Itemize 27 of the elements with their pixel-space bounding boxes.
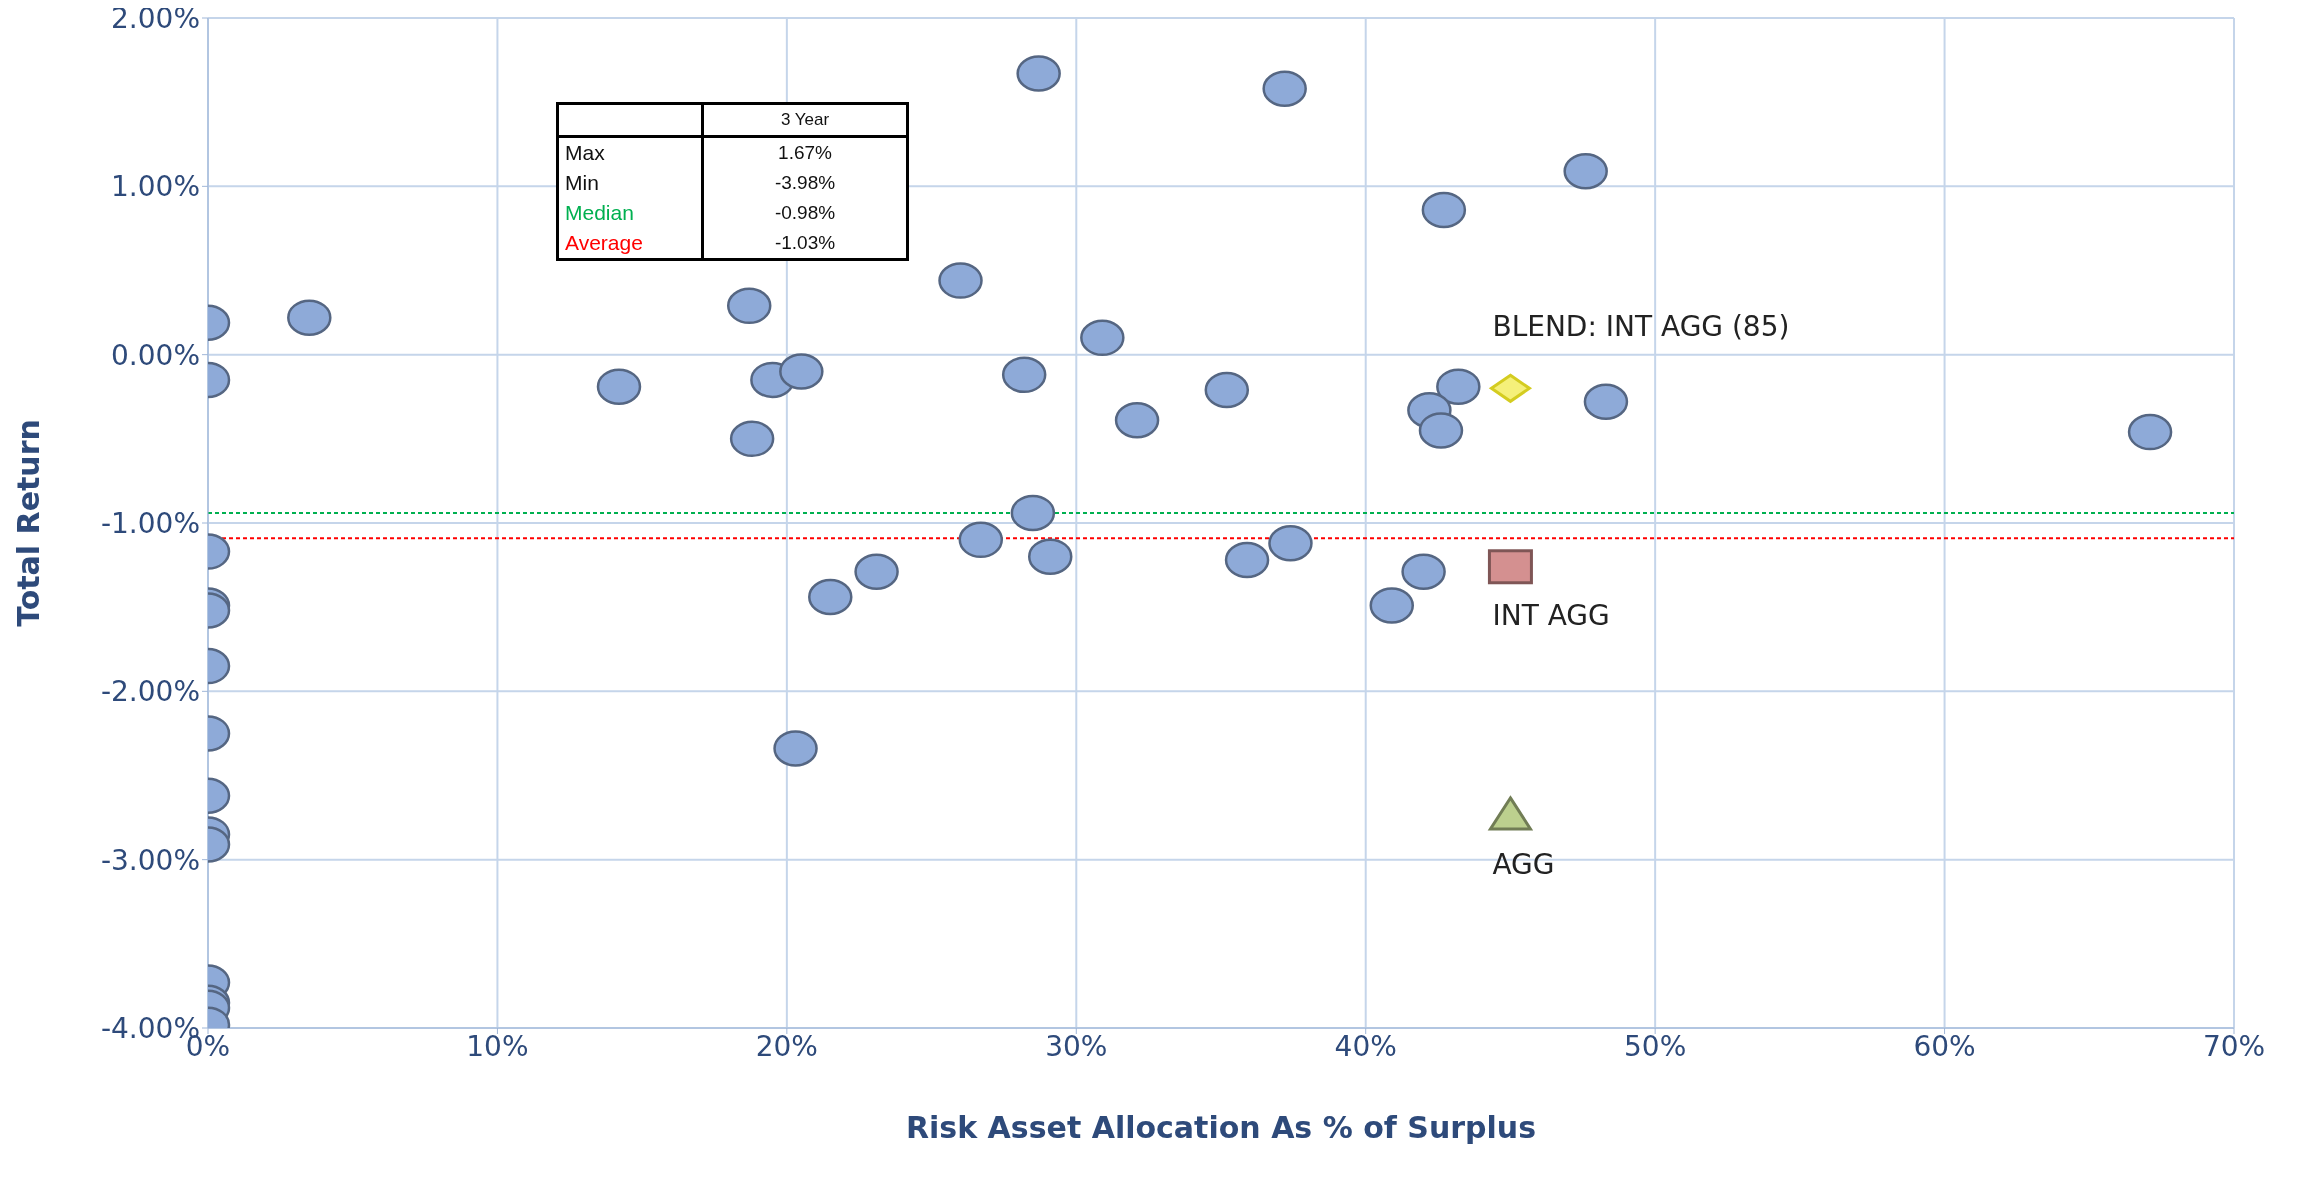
- x-tick-label: 60%: [1913, 1029, 1976, 1063]
- series-label: AGG: [1492, 847, 1555, 881]
- x-tick-label: 70%: [2202, 1029, 2266, 1063]
- annotation: -3.98%: [773, 171, 837, 195]
- annotation: Median: [557, 198, 703, 228]
- x-tick-label: 10%: [466, 1029, 529, 1063]
- annotation: -0.98%: [773, 201, 837, 225]
- x-tick-label: 30%: [1045, 1029, 1108, 1063]
- annotation: -1.03%: [773, 231, 837, 255]
- y-tick-label: 0.00%: [111, 338, 200, 372]
- series-label: INT AGG: [1492, 598, 1610, 632]
- y-tick-label: -2.00%: [100, 675, 200, 709]
- y-tick-label: -3.00%: [100, 843, 200, 877]
- y-tick-label: 2.00%: [111, 1, 200, 35]
- x-axis-title: Risk Asset Allocation As % of Surplus: [905, 1110, 1537, 1145]
- y-axis-title: Total Return: [10, 419, 46, 627]
- annotation: Min: [557, 168, 703, 198]
- series-label: BLEND: INT AGG (85): [1492, 310, 1790, 344]
- y-tick-label: 1.00%: [111, 170, 200, 204]
- x-tick-label: 20%: [755, 1029, 818, 1063]
- annotation: 1.67%: [777, 141, 833, 165]
- annotation: Average: [557, 228, 703, 260]
- annotation: Max: [557, 136, 703, 168]
- y-tick-label: -1.00%: [100, 506, 200, 540]
- x-tick-label: 50%: [1624, 1029, 1687, 1063]
- x-tick-label: 40%: [1334, 1029, 1397, 1063]
- annotation: 3 Year: [779, 109, 831, 131]
